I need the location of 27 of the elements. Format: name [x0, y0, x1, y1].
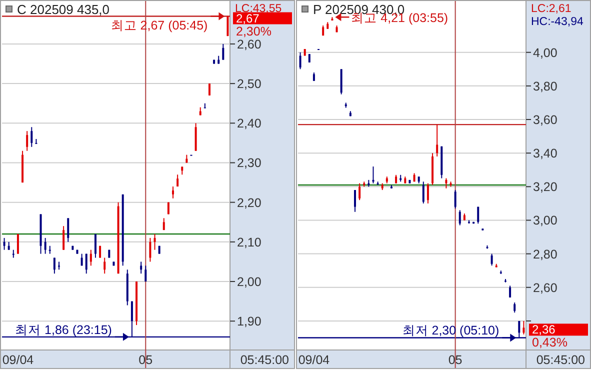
y-tick-label: 4,00: [533, 46, 558, 60]
y-tick-label: 3,80: [533, 79, 558, 94]
y-tick-label: 3,20: [533, 180, 558, 194]
text: LC:2,61: [531, 3, 572, 15]
text: 2,30%: [236, 24, 272, 38]
y-tick-label: 2,60: [533, 280, 558, 295]
text: 05:45:00: [240, 353, 290, 367]
y-tick-label: 2,20: [237, 196, 262, 210]
text: 05:45:00: [536, 353, 586, 367]
text: 0,43%: [532, 336, 568, 350]
annotation: 최저 1,86 (23:15): [15, 322, 112, 337]
chart-title: C 202509 435,0: [17, 2, 110, 17]
y-tick-label: 3,40: [533, 146, 558, 161]
y-tick-label: 1,90: [237, 314, 262, 329]
y-tick-label: 2,60: [237, 37, 262, 52]
text: 2,36: [532, 322, 556, 337]
y-tick-label: 3,60: [533, 113, 558, 128]
y-tick-label: 3,00: [533, 214, 558, 228]
y-tick-label: 2,00: [237, 275, 262, 290]
x-tick-label: 09/04: [298, 353, 330, 367]
y-tick-label: 2,10: [237, 235, 262, 250]
text: HC:-43,94: [531, 16, 584, 28]
y-tick-label: 2,80: [533, 247, 558, 262]
y-tick-label: 2,30: [237, 156, 262, 170]
x-tick-label: 09/04: [2, 353, 34, 367]
y-tick-label: 2,40: [237, 116, 262, 131]
y-tick-label: 2,50: [237, 77, 262, 92]
